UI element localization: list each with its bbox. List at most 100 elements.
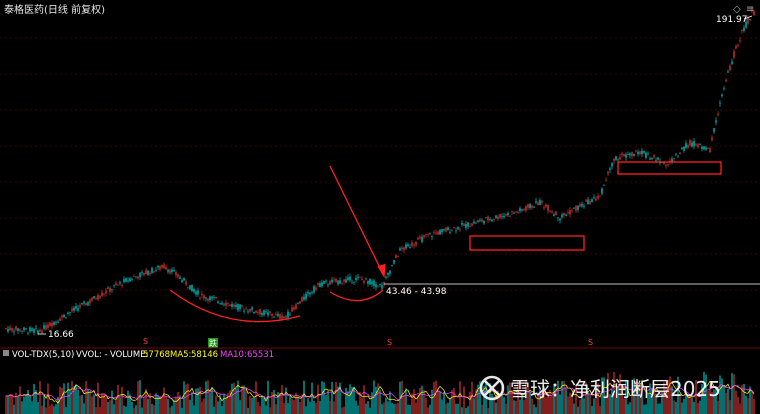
candle-body	[385, 276, 387, 278]
candle-body	[251, 307, 253, 310]
candle-body	[313, 286, 315, 293]
candle-body	[33, 329, 35, 334]
candle-body	[561, 214, 563, 218]
candle-body	[197, 290, 199, 295]
candle-body	[607, 171, 609, 174]
candle-body	[161, 264, 163, 268]
candle-body	[499, 214, 501, 218]
candle-body	[101, 292, 103, 297]
candle-body	[99, 295, 101, 298]
candle-body	[203, 295, 205, 299]
candle-body	[123, 278, 125, 283]
candle-body	[115, 283, 117, 285]
candle-body	[415, 242, 417, 246]
candle-body	[473, 221, 475, 224]
diamond-icon[interactable]: ◇	[733, 4, 741, 15]
candle-body	[753, 11, 755, 16]
candle-body	[373, 280, 375, 286]
candle-body	[159, 266, 161, 270]
candle-body	[337, 280, 339, 285]
candle-body	[507, 212, 509, 215]
candle-body	[629, 153, 631, 156]
candle-body	[735, 45, 737, 49]
candle-body	[351, 282, 353, 284]
legend-toggle-icon[interactable]	[3, 350, 9, 356]
candle-body	[219, 303, 221, 305]
candle-body	[675, 154, 677, 156]
candle-body	[5, 328, 7, 330]
candle-body	[597, 195, 599, 199]
candle-body	[163, 264, 165, 269]
candle-body	[571, 210, 573, 212]
candle-body	[559, 218, 561, 221]
candle-body	[469, 225, 471, 228]
candle-body	[637, 151, 639, 155]
drop-badge	[208, 338, 218, 348]
candle-body	[515, 211, 517, 213]
candle-body	[643, 150, 645, 153]
candle-body	[47, 324, 49, 329]
candle-body	[339, 280, 341, 284]
candle-body	[277, 313, 279, 317]
candle-body	[285, 316, 287, 318]
candle-body	[511, 211, 513, 213]
candle-body	[513, 212, 515, 214]
candle-body	[537, 202, 539, 206]
candle-body	[519, 208, 521, 211]
candle-body	[327, 284, 329, 286]
candle-body	[439, 229, 441, 235]
candle-body	[611, 162, 613, 167]
candle-body	[651, 158, 653, 159]
candle-body	[325, 280, 327, 282]
candle-body	[389, 270, 391, 274]
candle-body	[421, 236, 423, 242]
candle-body	[739, 40, 741, 41]
candle-body	[413, 245, 415, 246]
candle-body	[375, 284, 377, 288]
candle-body	[39, 329, 41, 332]
candle-body	[201, 294, 203, 296]
candle-body	[67, 312, 69, 314]
menu-icon[interactable]: ≡	[746, 4, 754, 15]
candle-body	[633, 153, 635, 156]
candle-body	[13, 331, 15, 333]
candle-body	[427, 234, 429, 235]
candle-body	[533, 206, 535, 208]
candle-body	[229, 304, 231, 307]
candle-body	[11, 328, 13, 331]
candle-body	[387, 272, 389, 275]
candle-body	[399, 248, 401, 251]
candle-body	[93, 296, 95, 299]
candle-body	[703, 146, 705, 150]
candle-body	[167, 269, 169, 272]
candle-body	[291, 307, 293, 312]
candle-body	[265, 311, 267, 313]
candle-body	[321, 282, 323, 287]
candle-body	[225, 302, 227, 306]
candle-body	[51, 322, 53, 327]
candle-body	[443, 229, 445, 231]
candle-body	[247, 311, 249, 313]
candle-body	[165, 267, 167, 270]
candle-body	[681, 147, 683, 150]
candle-body	[15, 326, 17, 330]
candle-body	[471, 223, 473, 226]
candle-body	[77, 308, 79, 311]
candle-body	[155, 269, 157, 271]
candle-body	[409, 247, 411, 249]
candle-body	[107, 287, 109, 289]
candle-body	[475, 222, 477, 224]
candle-body	[137, 276, 139, 279]
candle-body	[483, 220, 485, 224]
candle-body	[125, 278, 127, 282]
candle-body	[741, 29, 743, 31]
candle-body	[455, 230, 457, 232]
candle-body	[545, 204, 547, 207]
candle-body	[9, 327, 11, 331]
candle-body	[549, 211, 551, 213]
candle-body	[49, 322, 51, 327]
candle-body	[95, 298, 97, 300]
candle-body	[593, 197, 595, 199]
candle-body	[501, 215, 503, 217]
candle-body	[121, 285, 123, 286]
